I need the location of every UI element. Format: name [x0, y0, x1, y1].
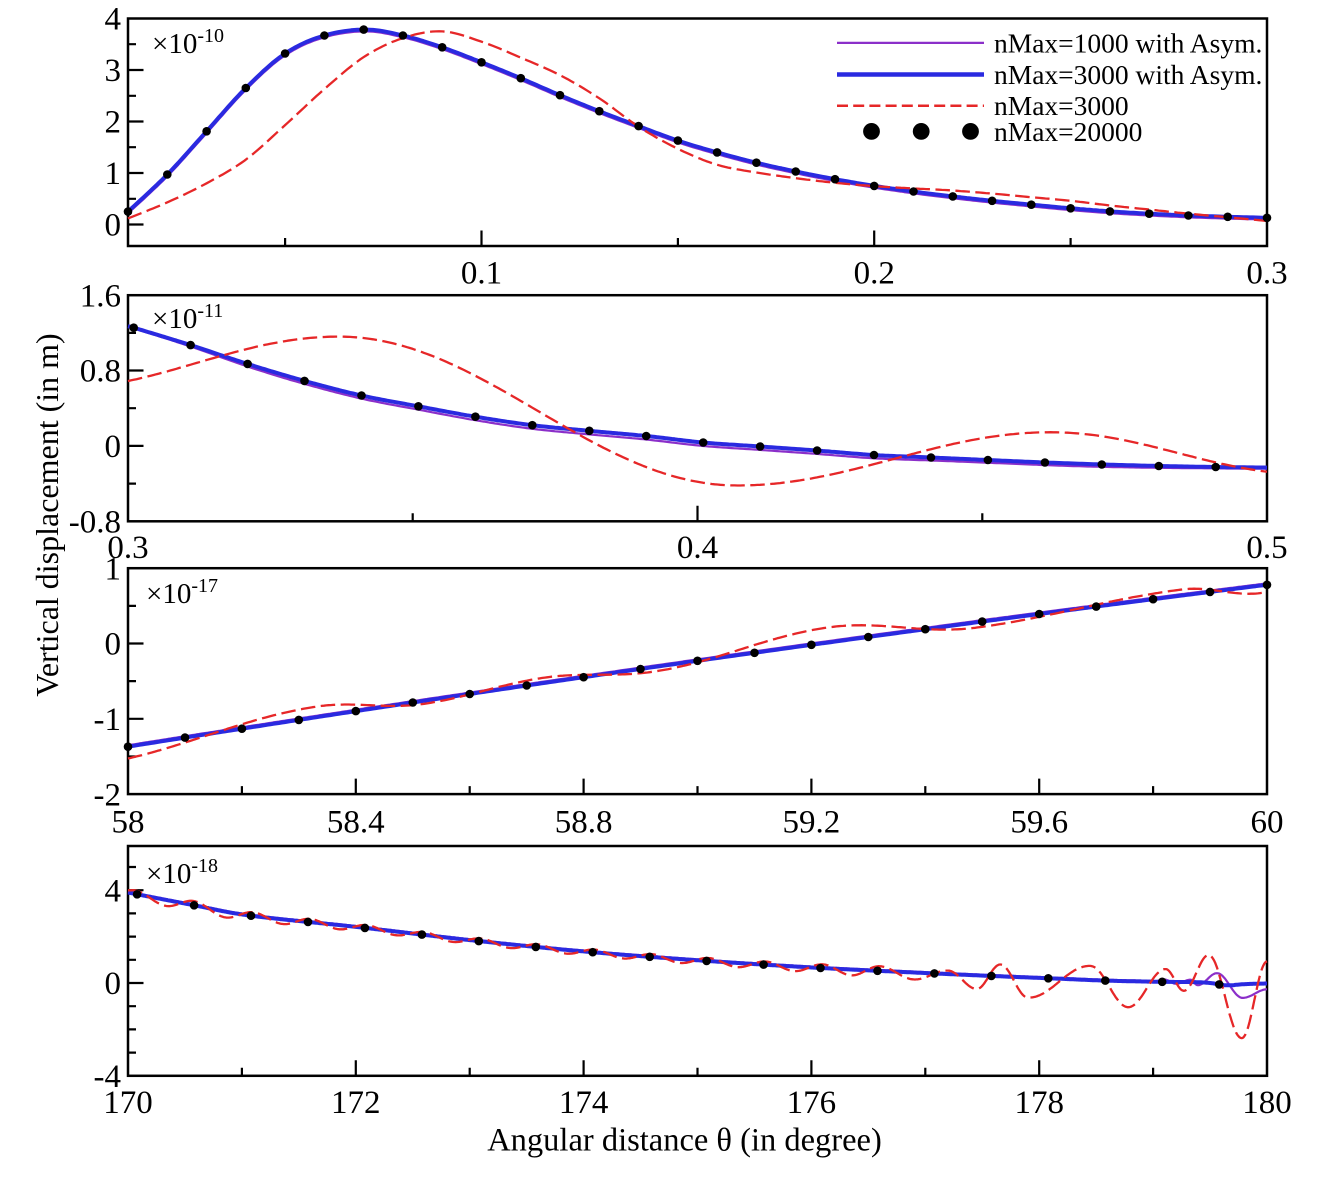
svg-text:-2: -2	[94, 777, 122, 813]
svg-text:0.8: 0.8	[80, 354, 121, 390]
svg-text:nMax=1000 with Asym.: nMax=1000 with Asym.	[994, 28, 1262, 59]
svg-text:0.1: 0.1	[461, 256, 502, 292]
svg-text:180: 180	[1242, 1085, 1292, 1121]
svg-text:4: 4	[105, 2, 122, 38]
svg-text:59.2: 59.2	[783, 805, 841, 841]
svg-text:0: 0	[105, 627, 122, 663]
svg-text:0.4: 0.4	[677, 530, 718, 566]
svg-text:0.3: 0.3	[107, 530, 148, 566]
svg-text:2: 2	[105, 105, 122, 141]
svg-text:Angular distance θ (in degree): Angular distance θ (in degree)	[487, 1123, 882, 1159]
svg-text:0: 0	[105, 208, 122, 244]
svg-text:58.8: 58.8	[555, 805, 613, 841]
svg-text:0: 0	[105, 429, 122, 465]
svg-text:174: 174	[559, 1085, 609, 1121]
svg-text:nMax=3000 with Asym.: nMax=3000 with Asym.	[994, 59, 1262, 90]
svg-text:nMax=3000: nMax=3000	[994, 90, 1129, 121]
svg-text:170: 170	[103, 1085, 153, 1121]
svg-text:×10-18: ×10-18	[146, 855, 218, 890]
svg-text:59.6: 59.6	[1010, 805, 1068, 841]
svg-text:172: 172	[331, 1085, 381, 1121]
svg-text:1: 1	[105, 551, 122, 587]
svg-text:3: 3	[105, 53, 122, 89]
svg-text:4: 4	[105, 873, 122, 909]
svg-text:58.4: 58.4	[327, 805, 385, 841]
svg-text:-4: -4	[94, 1059, 122, 1095]
svg-text:0.2: 0.2	[854, 256, 895, 292]
svg-text:178: 178	[1014, 1085, 1064, 1121]
svg-text:1.6: 1.6	[80, 278, 121, 314]
svg-text:-1: -1	[94, 702, 122, 738]
svg-text:0.3: 0.3	[1246, 256, 1287, 292]
svg-text:58: 58	[112, 805, 145, 841]
svg-text:176: 176	[787, 1085, 837, 1121]
svg-text:-0.8: -0.8	[69, 505, 121, 541]
svg-text:nMax=20000: nMax=20000	[994, 116, 1142, 147]
svg-text:Vertical displacement (in m): Vertical displacement (in m)	[29, 333, 65, 696]
svg-text:0.5: 0.5	[1246, 530, 1287, 566]
svg-text:60: 60	[1251, 805, 1284, 841]
svg-text:0: 0	[105, 966, 122, 1002]
svg-text:1: 1	[105, 156, 122, 192]
